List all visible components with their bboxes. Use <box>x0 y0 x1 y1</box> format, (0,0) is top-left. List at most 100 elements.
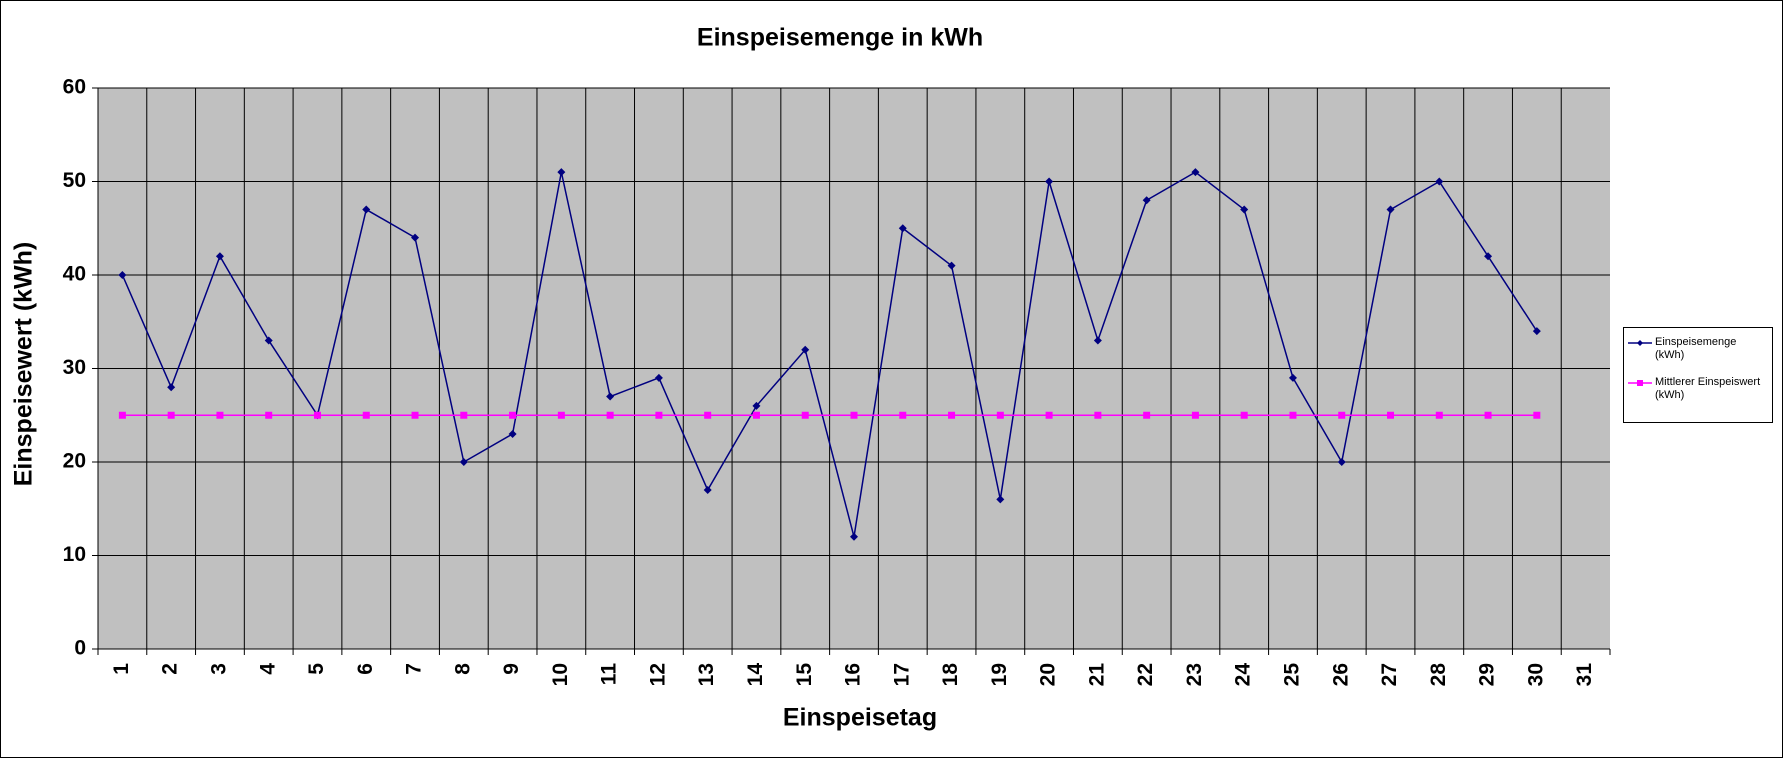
data-point <box>948 411 956 419</box>
x-tick-label: 28 <box>1427 663 1450 687</box>
x-tick-label: 11 <box>598 663 621 686</box>
data-point <box>1435 411 1443 419</box>
data-point <box>947 261 956 270</box>
data-point <box>411 233 420 242</box>
x-tick-label: 23 <box>1183 663 1206 686</box>
x-tick-label: 16 <box>842 663 865 686</box>
x-tick-label: 15 <box>793 663 816 687</box>
data-point <box>215 252 224 261</box>
legend-marker <box>1637 380 1643 386</box>
y-tick-label: 60 <box>63 76 86 99</box>
data-point <box>1240 205 1249 214</box>
data-point <box>1337 458 1346 466</box>
data-point <box>606 392 615 401</box>
y-axis-label: Einspeisewert (kWh) <box>10 242 38 487</box>
x-tick-label: 17 <box>890 663 913 686</box>
x-tick-label: 2 <box>159 663 182 675</box>
x-tick-label: 7 <box>403 663 426 675</box>
data-point <box>1533 411 1541 419</box>
data-point <box>1484 411 1492 419</box>
x-tick-label: 27 <box>1378 663 1401 686</box>
data-point <box>850 532 858 541</box>
x-tick-label: 12 <box>646 663 669 686</box>
legend-item: Einspeisemenge (kWh) <box>1628 336 1768 362</box>
data-point <box>850 411 858 419</box>
x-tick-label: 22 <box>1134 663 1157 686</box>
x-tick-label: 25 <box>1281 663 1304 687</box>
y-tick-label: 50 <box>63 169 86 192</box>
data-point <box>1093 336 1102 345</box>
y-tick-label: 20 <box>63 450 86 473</box>
x-tick-label: 29 <box>1476 663 1499 686</box>
data-point <box>1288 373 1297 382</box>
data-point <box>1338 411 1346 419</box>
x-axis-label: Einspeisetag <box>783 704 937 732</box>
data-point <box>801 345 810 354</box>
x-tick-label: 30 <box>1524 663 1547 686</box>
data-point <box>752 411 760 419</box>
data-point <box>1484 252 1493 261</box>
x-tick-label: 14 <box>744 663 767 687</box>
data-point <box>654 373 663 382</box>
data-point <box>167 383 176 392</box>
x-tick-label: 9 <box>500 663 523 675</box>
data-point <box>508 429 517 438</box>
data-point <box>460 411 468 419</box>
data-point <box>362 205 371 214</box>
y-tick-label: 30 <box>63 356 86 379</box>
data-point <box>557 411 565 419</box>
legend-swatch <box>1628 380 1652 386</box>
legend-label: Mittlerer Einspeiswert (kWh) <box>1655 376 1761 401</box>
data-point <box>265 411 273 419</box>
x-tick-label: 8 <box>451 663 474 675</box>
data-point <box>898 224 907 233</box>
legend-marker <box>1637 340 1643 346</box>
legend-swatch <box>1628 340 1652 346</box>
data-point <box>1435 177 1444 186</box>
x-tick-label: 1 <box>110 663 133 675</box>
data-point <box>1532 327 1541 336</box>
legend-item: Mittlerer Einspeiswert (kWh) <box>1628 376 1768 402</box>
x-tick-label: 20 <box>1037 663 1060 686</box>
data-point <box>1240 411 1248 419</box>
data-point <box>264 336 273 345</box>
data-point <box>1191 168 1200 177</box>
data-point <box>216 411 224 419</box>
x-tick-label: 10 <box>549 663 572 686</box>
data-point <box>118 411 126 419</box>
x-tick-label: 19 <box>988 663 1011 686</box>
x-tick-label: 24 <box>1232 663 1255 687</box>
x-tick-label: 6 <box>354 663 377 675</box>
data-point <box>509 411 517 419</box>
data-point <box>118 271 127 279</box>
data-point <box>459 458 468 466</box>
data-point <box>703 486 712 495</box>
data-point <box>704 411 712 419</box>
data-point <box>1387 411 1395 419</box>
data-point <box>752 401 761 410</box>
chart-title: Einspeisemenge in kWh <box>697 24 983 52</box>
data-point <box>1045 177 1054 186</box>
data-point <box>1094 411 1102 419</box>
data-point <box>996 495 1005 504</box>
x-tick-label: 26 <box>1329 663 1352 686</box>
data-point <box>899 411 907 419</box>
y-tick-label: 40 <box>63 263 86 286</box>
x-tick-label: 4 <box>256 663 279 675</box>
data-point <box>1045 411 1053 419</box>
x-tick-label: 3 <box>207 663 230 675</box>
data-point <box>1143 411 1151 419</box>
data-point <box>1191 411 1199 419</box>
data-point <box>411 411 419 419</box>
data-point <box>606 411 614 419</box>
data-point <box>167 411 175 419</box>
data-point <box>655 411 663 419</box>
data-point <box>1386 205 1395 214</box>
series-line <box>121 171 1538 537</box>
data-point <box>1142 196 1151 205</box>
data-point <box>1289 411 1297 419</box>
x-tick-label: 13 <box>695 663 718 686</box>
data-point <box>801 411 809 419</box>
